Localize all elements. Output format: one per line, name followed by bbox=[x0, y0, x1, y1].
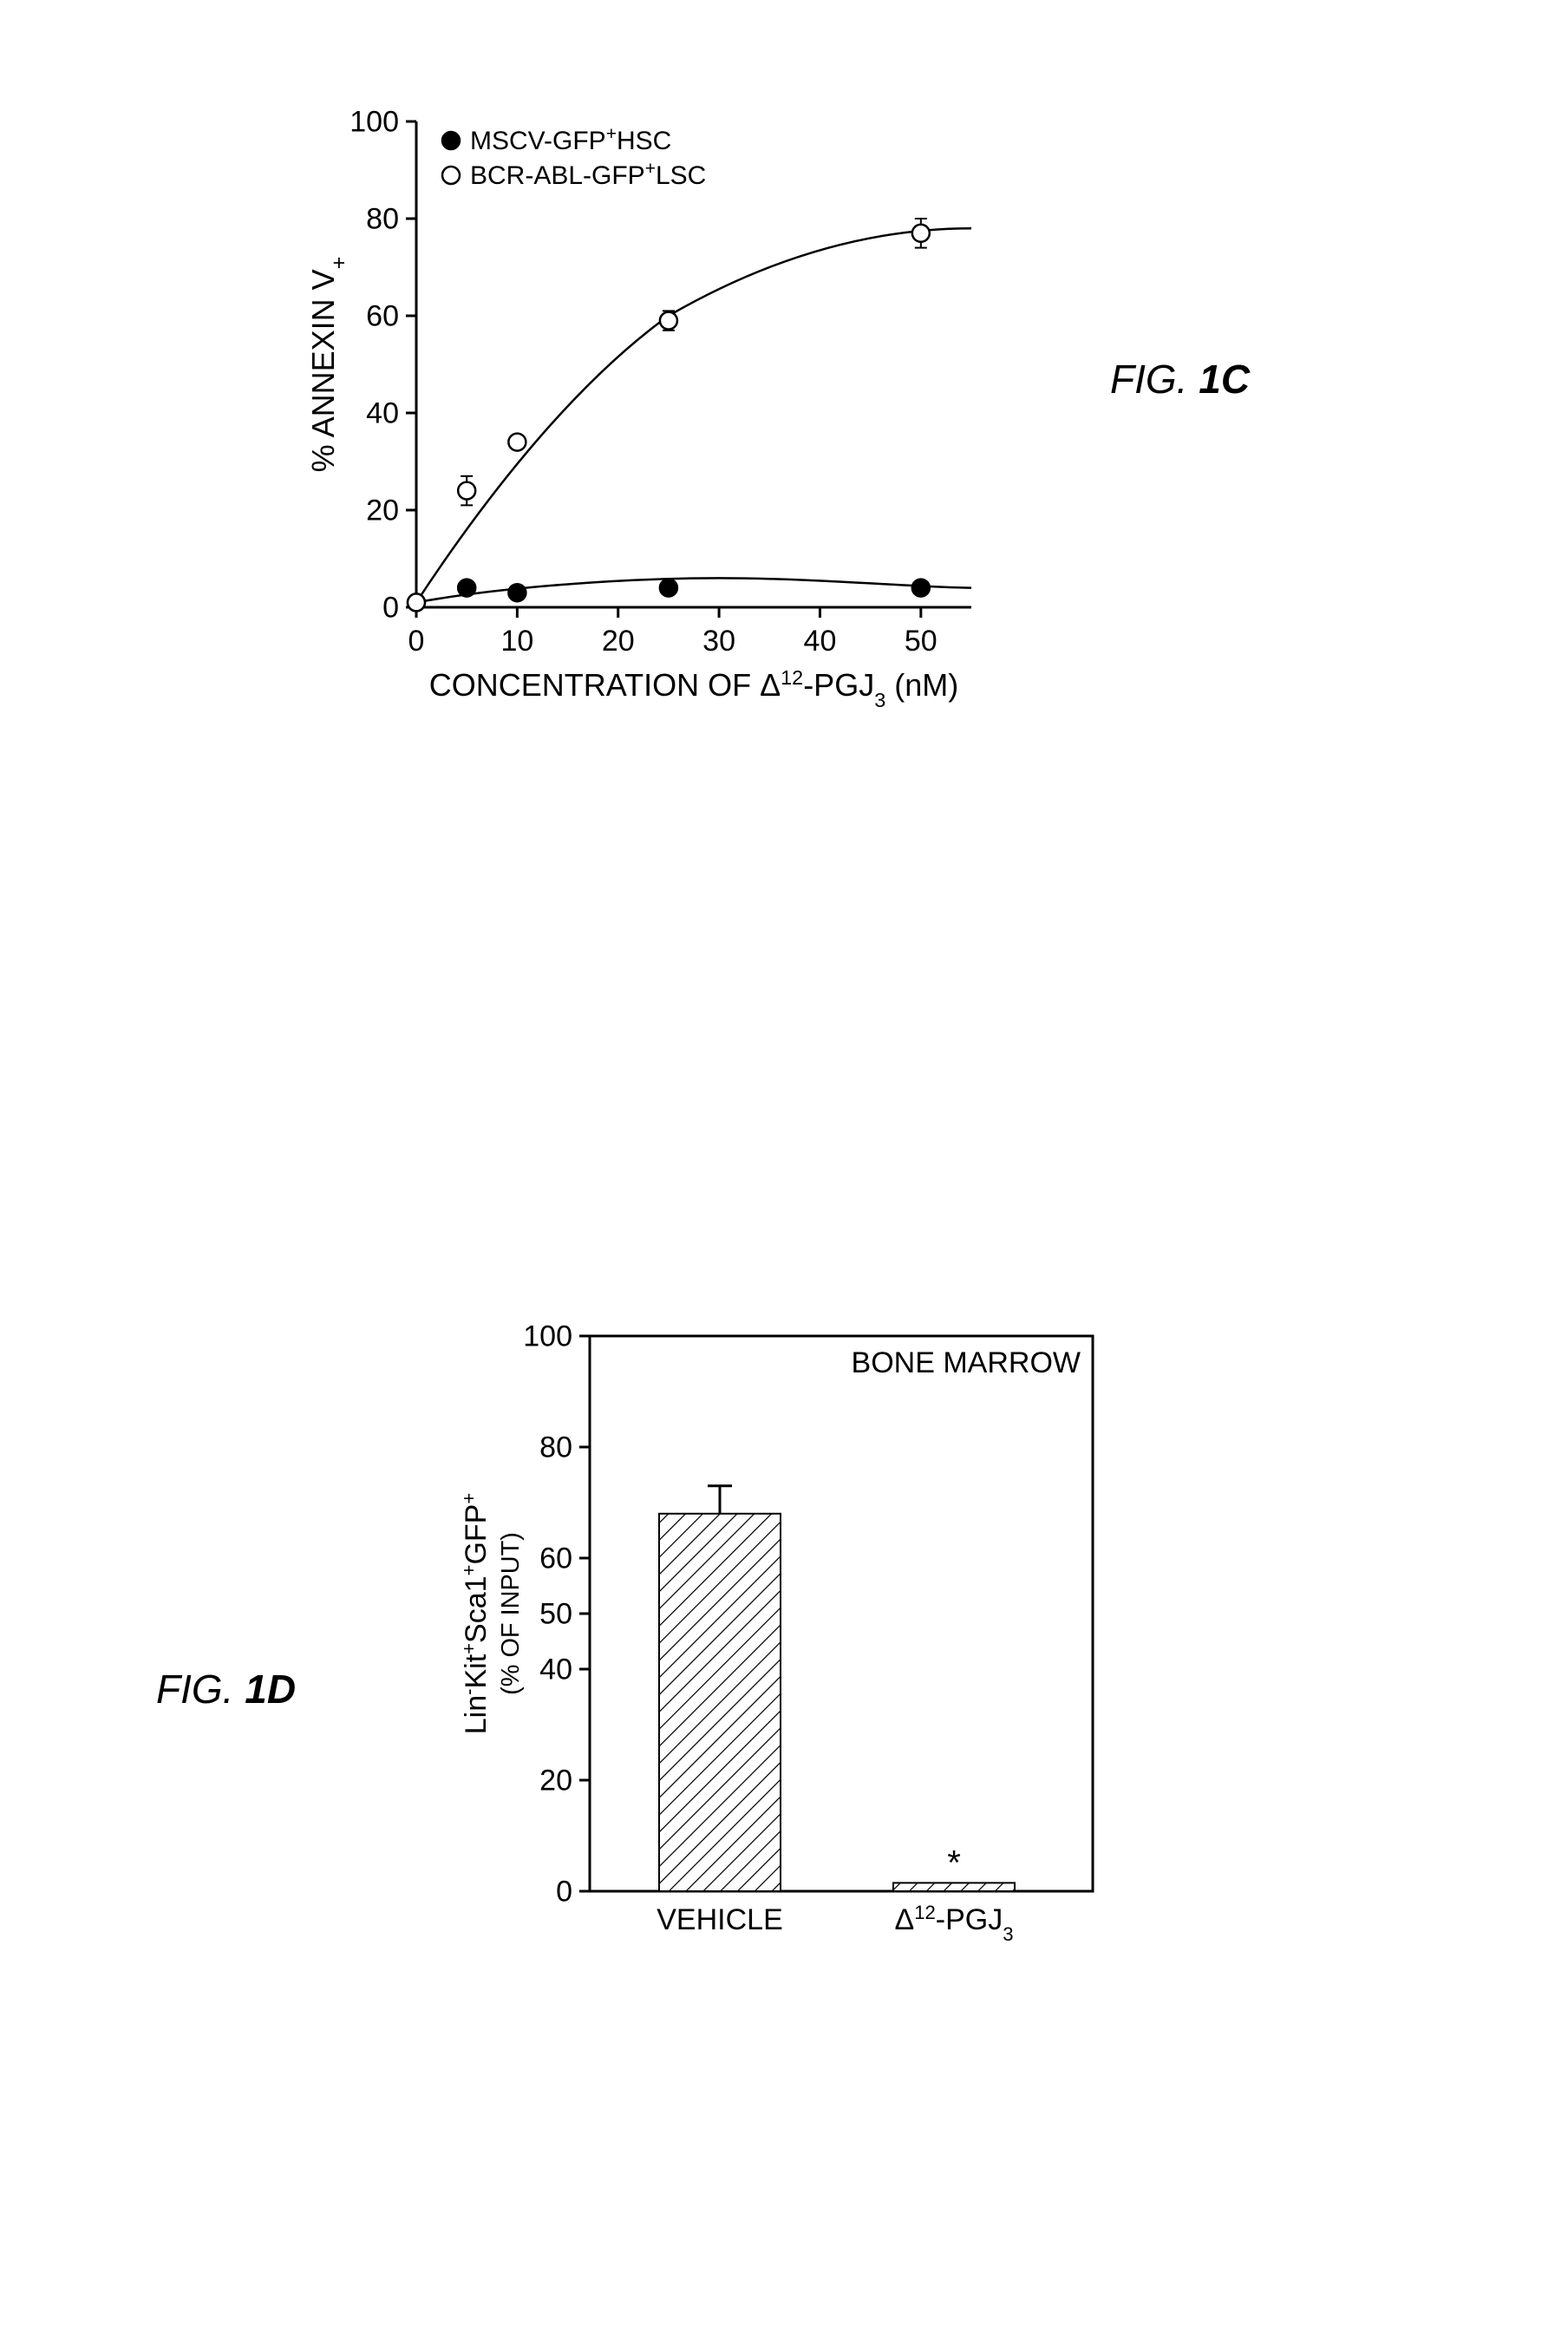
y-axis-label-line2: (% OF INPUT) bbox=[497, 1532, 525, 1695]
data-point bbox=[912, 225, 930, 242]
x-tick-label: 50 bbox=[905, 625, 938, 658]
fig-label-prefix: FIG. bbox=[1110, 357, 1187, 402]
x-axis-label: CONCENTRATION OF Δ12-PGJ3 (nM) bbox=[429, 666, 958, 711]
data-point bbox=[660, 580, 677, 597]
fig-1d-label: FIG. 1D bbox=[156, 1666, 296, 1712]
series-curve bbox=[416, 578, 971, 602]
x-tick-label: 40 bbox=[804, 625, 837, 658]
legend-label: BCR-ABL-GFP+LSC bbox=[470, 159, 706, 191]
fig-1c-label: FIG. 1C bbox=[1110, 356, 1250, 403]
fig-label-number: 1C bbox=[1199, 357, 1250, 402]
y-tick-label: 50 bbox=[539, 1597, 572, 1630]
legend-marker bbox=[442, 132, 460, 149]
x-tick-label: 10 bbox=[500, 625, 533, 658]
y-tick-label: 0 bbox=[556, 1875, 572, 1908]
data-point bbox=[912, 580, 930, 597]
fig-label-number: 1D bbox=[245, 1667, 296, 1712]
bar bbox=[893, 1883, 1015, 1891]
data-point bbox=[408, 593, 425, 611]
chart-1d: 0 20 40 50 60 80 100 Lin-Kit+Sca1+GFP+(% OF INP… bbox=[434, 1301, 1145, 2065]
legend-marker bbox=[442, 167, 460, 184]
data-point bbox=[508, 584, 526, 601]
x-tick-label: 20 bbox=[602, 625, 635, 658]
x-tick-label: 30 bbox=[702, 625, 735, 658]
chart-1c: 0 10 20 30 40 50 0 20 40 60 80 100 CONCENTRATION OF … bbox=[278, 87, 1023, 763]
data-point bbox=[458, 482, 475, 500]
fig-label-prefix: FIG. bbox=[156, 1667, 233, 1712]
series-curve bbox=[416, 228, 971, 602]
figure-1d: FIG. 1D 0 20 40 50 60 80 100 Lin-Kit+Sca1+GFP+(… bbox=[156, 1301, 1370, 2169]
y-tick-label: 100 bbox=[523, 1320, 572, 1352]
legend-label: MSCV-GFP+HSC bbox=[470, 124, 671, 156]
y-tick-label: 80 bbox=[539, 1431, 572, 1464]
significance-star: * bbox=[947, 1843, 961, 1882]
y-tick-label: 60 bbox=[539, 1542, 572, 1575]
y-tick-label: 0 bbox=[382, 591, 399, 624]
bar bbox=[659, 1514, 781, 1891]
y-tick-label: 40 bbox=[366, 396, 399, 429]
y-tick-label: 40 bbox=[539, 1653, 572, 1686]
y-axis-label: % ANNEXIN V+ bbox=[305, 257, 351, 473]
y-tick-label: 20 bbox=[539, 1764, 572, 1797]
y-tick-label: 60 bbox=[366, 299, 399, 332]
y-tick-label: 20 bbox=[366, 494, 399, 527]
bar-label: Δ12-PGJ3 bbox=[894, 1902, 1013, 1945]
x-tick-label: 0 bbox=[408, 625, 425, 658]
data-point bbox=[508, 434, 526, 451]
plot-title: BONE MARROW bbox=[852, 1346, 1081, 1379]
y-tick-label: 100 bbox=[350, 105, 399, 138]
y-tick-label: 80 bbox=[366, 202, 399, 235]
y-axis-label-line1: Lin-Kit+Sca1+GFP+ bbox=[458, 1493, 493, 1735]
bar-label: VEHICLE bbox=[657, 1903, 783, 1936]
figure-1c: 0 10 20 30 40 50 0 20 40 60 80 100 CONCENTRATION OF … bbox=[278, 87, 1405, 868]
data-point bbox=[458, 580, 475, 597]
data-point bbox=[660, 312, 677, 330]
